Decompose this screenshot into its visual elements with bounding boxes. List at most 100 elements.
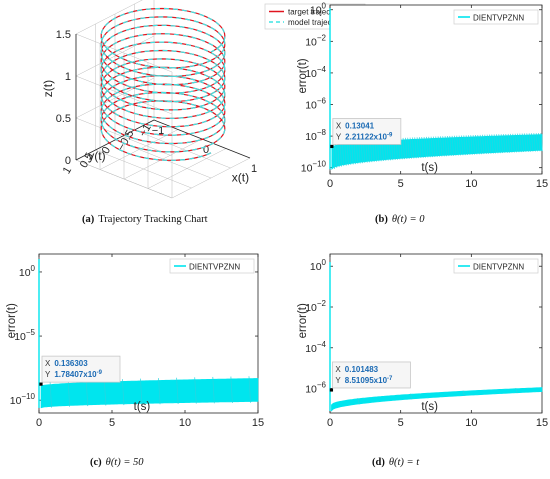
series-ripple <box>526 133 529 152</box>
x-tick-label: 0 <box>203 144 209 156</box>
series-ripple <box>489 134 492 154</box>
x-tick-label: 5 <box>109 417 115 429</box>
series-ripple <box>140 378 143 405</box>
series-ripple <box>421 137 424 158</box>
datatip-box <box>41 355 121 383</box>
series-ripple <box>531 133 534 152</box>
series-ripple <box>533 133 536 152</box>
series-ripple <box>444 136 447 157</box>
legend-label: DIENTVPZNN <box>473 14 524 23</box>
datatip-x-value: 0.13041 <box>345 121 374 130</box>
x-tick-label: 0 <box>36 417 42 429</box>
z-tick-label: 1.5 <box>56 29 71 41</box>
x-axis-label: x(t) <box>232 170 249 184</box>
series-ripple <box>454 135 457 156</box>
series-ripple <box>482 134 485 155</box>
grid-line <box>95 149 192 189</box>
series-ripple <box>447 136 450 157</box>
series-ripple <box>519 133 522 153</box>
datatip-y-value: 2.21122x10 <box>345 132 387 141</box>
series-ripple <box>49 382 52 408</box>
series-ripple <box>514 133 517 153</box>
series-ripple <box>212 376 215 404</box>
series-ripple <box>507 133 510 153</box>
legend-label-model: model trajectory <box>288 18 345 27</box>
datatip-x-row: X 0.136303 <box>45 359 88 368</box>
series-ripple <box>538 133 541 152</box>
grid-line <box>134 129 231 169</box>
series-ripple <box>407 137 410 159</box>
z-tick-label: 0.5 <box>56 113 71 125</box>
datatip-x-value: 0.136303 <box>54 359 88 368</box>
caption-letter: (b) <box>375 214 388 225</box>
legend-label: DIENTVPZNN <box>189 263 240 272</box>
series-ripple <box>194 377 197 404</box>
series-ripple <box>517 133 520 153</box>
series-ripple <box>442 136 445 157</box>
datatip-box <box>332 361 411 389</box>
series-ripple <box>484 134 487 154</box>
y-tick-label: 10−8 <box>305 128 326 143</box>
series-ripple <box>402 137 405 160</box>
series-ripple <box>405 137 408 159</box>
series-ripple <box>463 135 466 156</box>
series-ripple <box>493 134 496 154</box>
x-tick-label: 0 <box>327 417 333 429</box>
x-tick-label: 5 <box>398 417 404 429</box>
caption-letter: (a) <box>82 214 95 225</box>
panel-caption: (b) θ(t) = 0 <box>375 214 425 225</box>
series-ripple <box>103 379 107 406</box>
x-tick-label: 10 <box>179 417 191 429</box>
x-tick-label: 15 <box>536 178 548 190</box>
series-ripple <box>433 136 436 157</box>
series-ripple <box>230 376 233 404</box>
datatip-x-row: X 0.13041 <box>336 121 375 130</box>
panel-a: 00.511.5−101−1−0.500.51z(t)x(t)y(t)targe… <box>41 0 366 225</box>
y-tick-label: 100 <box>19 264 36 279</box>
series-ripple <box>353 141 356 165</box>
series-ripple <box>528 133 532 152</box>
series-ripple <box>357 398 360 405</box>
legend-label: DIENTVPZNN <box>473 263 524 272</box>
series-ripple <box>524 133 527 152</box>
datatip-y-row: Y 8.51095x10-7 <box>335 376 393 385</box>
panel-b: 0 5 10 1510010−210−410−610−810−10DIENTVPZNN… <box>297 2 548 225</box>
series-ripple <box>334 143 338 168</box>
series-ripple <box>337 142 340 168</box>
series-ripple <box>472 135 475 155</box>
series-ripple <box>158 378 161 405</box>
series-ripple <box>458 135 461 156</box>
datatip-y-label: Y <box>335 376 341 385</box>
datatip-y-label: Y <box>45 370 51 379</box>
datatip-marker <box>330 144 334 149</box>
series-ripple <box>122 379 125 406</box>
panel-caption: (a) Trajectory Tracking Chart <box>82 214 208 225</box>
x-tick-label: 10 <box>465 178 477 190</box>
datatip-x-label: X <box>45 359 51 368</box>
x-axis-label: t(s) <box>421 401 438 413</box>
series-ripple <box>470 135 473 155</box>
x-tick-label: 1 <box>251 163 257 175</box>
caption-text: θ(t) = 50 <box>106 457 145 468</box>
series-ripple <box>437 136 440 157</box>
y-tick-label: 100 <box>310 258 327 273</box>
series-ripple <box>67 381 71 407</box>
y-tick-label: 10−10 <box>301 160 327 175</box>
datatip-x-value: 0.101483 <box>345 365 379 374</box>
series-ripple <box>468 135 471 155</box>
series-ripple <box>430 136 433 158</box>
series-ripple <box>462 390 465 396</box>
y-tick-label: 1 <box>61 165 74 176</box>
series-ripple <box>423 136 426 158</box>
legend-label-target: target trajectory <box>288 8 344 17</box>
series-ripple <box>414 137 417 159</box>
datatip-marker <box>329 388 334 392</box>
series-ripple <box>521 133 525 153</box>
datatip-y-row: Y 2.21122x10-9 <box>336 132 393 141</box>
series-ripple <box>440 136 443 157</box>
series-ripple <box>332 144 335 169</box>
caption-letter: (d) <box>372 457 385 468</box>
y-tick-label: 10−6 <box>305 97 326 112</box>
series-ripple <box>410 393 413 400</box>
series-ripple <box>486 134 489 154</box>
